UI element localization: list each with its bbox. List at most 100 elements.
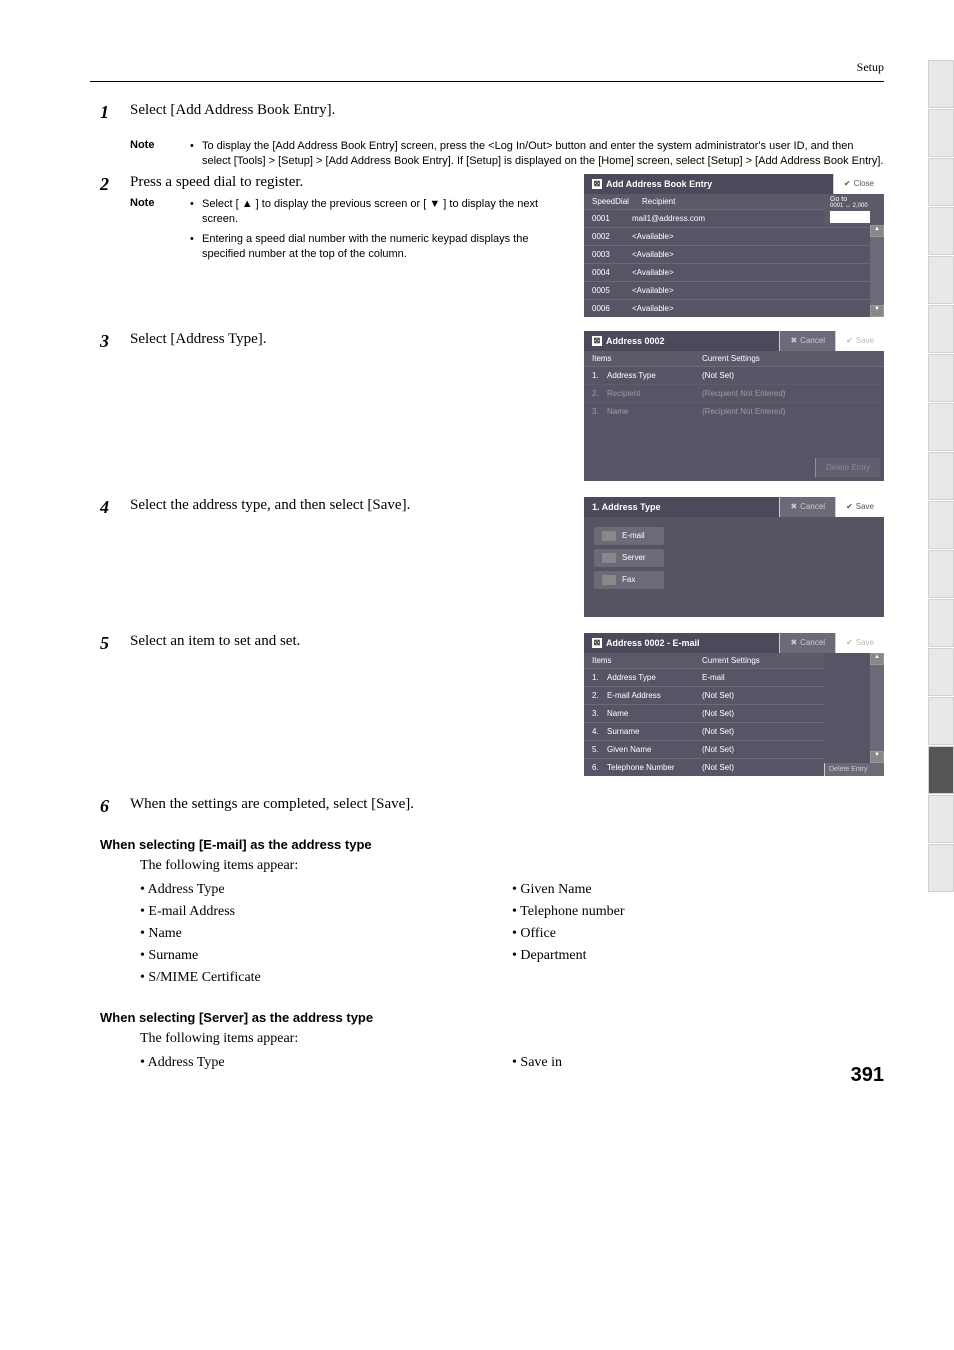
step-number: 5: [90, 633, 130, 654]
list-item: Department: [512, 948, 884, 964]
x-icon: ✖: [790, 336, 797, 345]
goto-input[interactable]: [830, 211, 870, 223]
side-tab: [928, 60, 954, 108]
table-row[interactable]: 2.E-mail Address(Not Set): [584, 686, 824, 704]
x-icon: ✖: [790, 502, 797, 511]
step-5: 5 Select an item to set and set. ⊠Addres…: [90, 633, 884, 776]
table-row[interactable]: 3.Name(Not Set): [584, 704, 824, 722]
side-tabs: [928, 60, 954, 893]
step-number: 6: [90, 796, 130, 817]
list-item: Office: [512, 926, 884, 942]
step-number: 4: [90, 497, 130, 518]
table-row: 3.Name(Recipient Not Entered): [584, 402, 884, 420]
side-tab: [928, 403, 954, 451]
scroll-up-button[interactable]: ▲: [870, 225, 884, 237]
delete-entry-button[interactable]: Delete Entry: [824, 763, 884, 776]
scroll-down-button[interactable]: ▼: [870, 751, 884, 763]
check-icon: ✔: [844, 179, 851, 188]
list-item: S/MIME Certificate: [140, 970, 512, 986]
side-tab: [928, 354, 954, 402]
list-item: Address Type: [140, 1055, 512, 1071]
side-tab: [928, 305, 954, 353]
table-row[interactable]: 1.Address Type(Not Set): [584, 366, 884, 384]
list-item: Save in: [512, 1055, 884, 1071]
step-6: 6 When the settings are completed, selec…: [90, 796, 884, 819]
col-header: Current Settings: [702, 354, 760, 363]
document-page: Setup 1 Select [Add Address Book Entry].…: [0, 0, 954, 1117]
scroll-up-button[interactable]: ▲: [870, 653, 884, 665]
cancel-button[interactable]: ✖Cancel: [779, 633, 835, 653]
table-row[interactable]: 0006<Available>: [584, 299, 870, 317]
step-number: 2: [90, 174, 130, 195]
note-label: Note: [130, 197, 190, 267]
scroll-col: Go to 0001 ↔ 2,000 ▲ ▼: [870, 194, 884, 317]
table-row[interactable]: 0002<Available>: [584, 227, 870, 245]
cancel-button[interactable]: ✖Cancel: [779, 497, 835, 517]
table-row: 2.Recipient(Recipient Not Entered): [584, 384, 884, 402]
section-heading-email: When selecting [E-mail] as the address t…: [100, 837, 884, 852]
scroll-down-button[interactable]: ▼: [870, 305, 884, 317]
save-button[interactable]: ✔Save: [835, 331, 884, 351]
section-intro: The following items appear:: [140, 858, 884, 874]
save-button[interactable]: ✔Save: [835, 633, 884, 653]
side-tab-active: [928, 746, 954, 794]
table-row[interactable]: 5.Given Name(Not Set): [584, 740, 824, 758]
cancel-button[interactable]: ✖Cancel: [779, 331, 835, 351]
step-number: 1: [90, 102, 130, 123]
email-items-list: Address Type E-mail Address Name Surname…: [140, 882, 884, 992]
goto-range: 0001 ↔ 2,000: [830, 203, 868, 209]
table-row[interactable]: 0005<Available>: [584, 281, 870, 299]
table-row[interactable]: 0004<Available>: [584, 263, 870, 281]
step-text: Select an item to set and set.: [130, 633, 572, 650]
fax-icon: [602, 575, 616, 585]
side-tab: [928, 256, 954, 304]
check-icon: ✔: [846, 638, 853, 647]
server-items-list: Address Type Save in: [140, 1055, 884, 1077]
header-rule: [90, 81, 884, 82]
panel-add-entry: ⊠Add Address Book Entry ✔Close SpeedDial…: [584, 174, 884, 317]
section-intro: The following items appear:: [140, 1031, 884, 1047]
panel-title-text: Address 0002: [606, 336, 665, 346]
side-tab: [928, 697, 954, 745]
option-server[interactable]: Server: [594, 549, 664, 567]
side-tab: [928, 207, 954, 255]
delete-entry-button[interactable]: Delete Entry: [815, 458, 880, 477]
list-item: Telephone number: [512, 904, 884, 920]
note-text: Entering a speed dial number with the nu…: [202, 232, 572, 263]
check-icon: ✔: [846, 502, 853, 511]
note-block: Note •To display the [Add Address Book E…: [130, 139, 884, 174]
panel-icon: ⊠: [592, 179, 602, 189]
panel-address-type: 1. Address Type ✖Cancel ✔Save E-mail Ser…: [584, 497, 884, 617]
step-2: 2 Press a speed dial to register. Note •…: [90, 174, 884, 317]
list-item: Surname: [140, 948, 512, 964]
note-text: Select [ ▲ ] to display the previous scr…: [202, 197, 572, 228]
table-row[interactable]: 6.Telephone Number(Not Set): [584, 758, 824, 776]
list-item: Name: [140, 926, 512, 942]
panel-title-text: 1. Address Type: [592, 502, 661, 512]
table-row[interactable]: 4.Surname(Not Set): [584, 722, 824, 740]
section-heading-server: When selecting [Server] as the address t…: [100, 1010, 884, 1025]
col-header: Current Settings: [702, 656, 760, 665]
option-fax[interactable]: Fax: [594, 571, 664, 589]
step-1: 1 Select [Add Address Book Entry].: [90, 102, 884, 125]
header-section: Setup: [90, 60, 884, 81]
check-icon: ✔: [846, 336, 853, 345]
table-row[interactable]: 0003<Available>: [584, 245, 870, 263]
col-header: SpeedDial: [592, 197, 642, 206]
server-icon: [602, 553, 616, 563]
option-email[interactable]: E-mail: [594, 527, 664, 545]
side-tab: [928, 158, 954, 206]
panel-title-text: Address 0002 - E-mail: [606, 638, 700, 648]
side-tab: [928, 452, 954, 500]
save-button[interactable]: ✔Save: [835, 497, 884, 517]
panel-address-email: ⊠Address 0002 - E-mail ✖Cancel ✔Save Ite…: [584, 633, 884, 776]
list-item: Address Type: [140, 882, 512, 898]
col-header: Items: [592, 656, 702, 665]
table-row[interactable]: 1.Address TypeE-mail: [584, 668, 824, 686]
step-number: 3: [90, 331, 130, 352]
side-tab: [928, 501, 954, 549]
side-tab: [928, 795, 954, 843]
goto-label: Go to: [830, 196, 847, 203]
step-text: Select the address type, and then select…: [130, 497, 572, 514]
close-button[interactable]: ✔Close: [833, 174, 884, 194]
